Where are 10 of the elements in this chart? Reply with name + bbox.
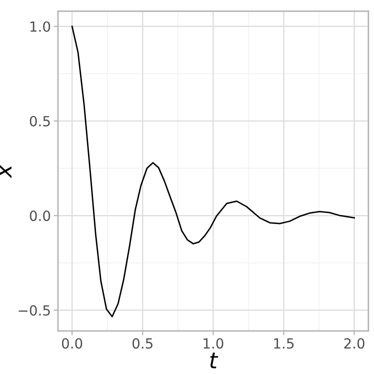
text: 1.0 [204, 338, 224, 349]
y-tick-label: 0.5 [30, 116, 50, 126]
x-tick-label: 1.5 [274, 338, 294, 349]
y-tick-label: 0.0 [30, 210, 50, 222]
text: 0.0 [62, 338, 82, 349]
text: 2.0 [344, 338, 364, 349]
line-series [71, 26, 355, 318]
y-tick-label: −0.5 [18, 305, 50, 316]
x-axis-title: t [210, 352, 218, 368]
y-tick-label: 1.0 [30, 21, 50, 32]
